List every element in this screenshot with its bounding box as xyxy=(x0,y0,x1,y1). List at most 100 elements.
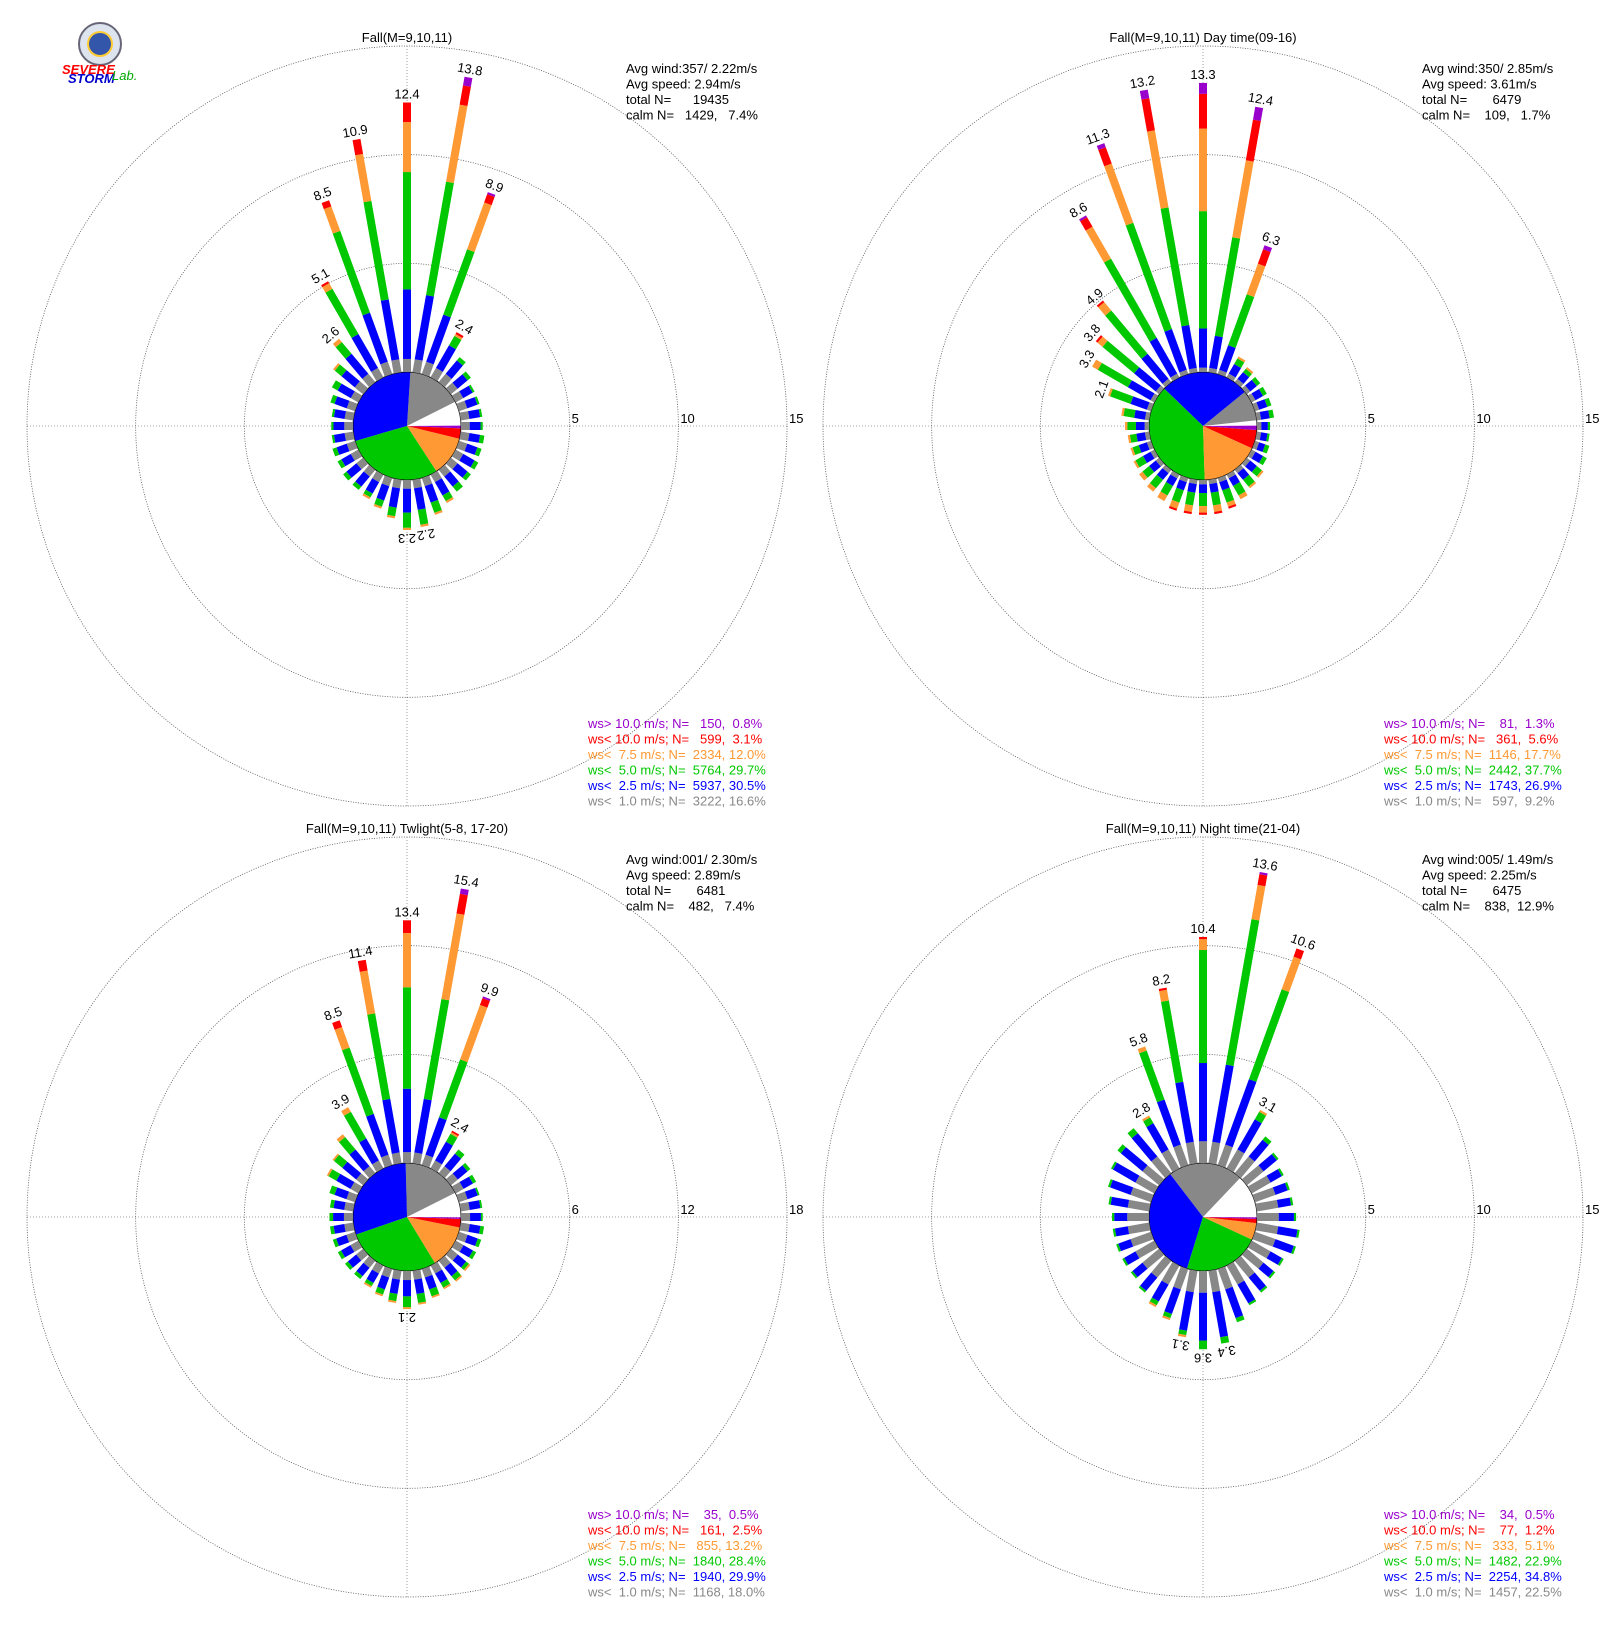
bar-segment xyxy=(1251,377,1261,386)
bar-segment xyxy=(1147,130,1169,209)
bar-segment xyxy=(346,463,362,478)
bar-segment xyxy=(338,1136,356,1155)
bar-segment xyxy=(387,506,397,517)
bar-segment xyxy=(414,1278,425,1295)
bar-segment xyxy=(431,1293,440,1299)
bar-segment xyxy=(484,194,495,206)
bar-segment xyxy=(392,478,402,489)
bar-segment xyxy=(459,431,470,441)
bar-segment xyxy=(424,483,439,503)
bar-segment xyxy=(359,1138,379,1165)
bar-segment xyxy=(1255,411,1262,421)
bar-segment xyxy=(1241,457,1251,467)
bar-segment xyxy=(1184,504,1194,512)
bar-segment xyxy=(334,396,350,409)
bar-segment xyxy=(1135,1240,1159,1259)
bar-segment xyxy=(372,470,384,483)
legend-entry: ws< 5.0 m/s; N= 1482, 22.9% xyxy=(1383,1554,1562,1569)
r-tick-label: 18 xyxy=(789,1202,803,1217)
bar-segment xyxy=(1129,433,1138,443)
bar-segment xyxy=(1176,479,1187,491)
legend-entry: ws< 2.5 m/s; N= 2254, 34.8% xyxy=(1383,1569,1562,1584)
bar-segment xyxy=(420,523,429,527)
bar-segment xyxy=(1226,499,1236,507)
bar-segment xyxy=(1217,1266,1233,1290)
bar-segment xyxy=(372,1261,384,1274)
bar-segment xyxy=(1185,491,1196,506)
bar-segment xyxy=(1228,503,1237,509)
bar-segment xyxy=(1228,474,1240,487)
bar-segment xyxy=(1199,367,1207,372)
bar-segment xyxy=(1095,335,1103,343)
bar-segment xyxy=(388,1299,397,1303)
bar-segment xyxy=(363,464,376,477)
bar-segment xyxy=(344,411,355,421)
bar-segment xyxy=(1262,444,1270,454)
bar-segment xyxy=(1164,1286,1181,1315)
bar-segment xyxy=(452,481,463,492)
stats-text: calm N= 109, 1.7% xyxy=(1422,108,1551,123)
bar-segment xyxy=(1248,1139,1269,1162)
bar-segment xyxy=(1199,1292,1207,1341)
r-tick-label: 10 xyxy=(1476,411,1490,426)
pie-slice xyxy=(1203,391,1257,426)
bar-segment xyxy=(462,471,471,481)
bar-segment xyxy=(1199,1271,1207,1293)
bar-segment xyxy=(1247,449,1256,459)
bar-segment xyxy=(1225,1286,1244,1319)
pie-slice xyxy=(1203,426,1253,480)
bar-segment xyxy=(1257,249,1271,267)
bar-segment xyxy=(1170,373,1180,382)
bar-segment xyxy=(1261,422,1268,430)
legend-entry: ws< 2.5 m/s; N= 5937, 30.5% xyxy=(587,778,766,793)
bar-segment xyxy=(1212,1290,1229,1338)
bar-segment xyxy=(363,489,373,498)
bar-segment xyxy=(1097,362,1132,388)
stats-text: total N= 6475 xyxy=(1422,883,1521,898)
bar-segment xyxy=(359,970,376,1015)
pie-slice xyxy=(352,1163,407,1235)
bar-segment xyxy=(1212,1064,1234,1144)
bar-segment xyxy=(403,172,411,290)
legend-entry: ws> 10.0 m/s; N= 81, 1.3% xyxy=(1383,716,1555,731)
bar-segment xyxy=(352,138,364,156)
bar-segment xyxy=(332,447,340,457)
bar-segment xyxy=(337,459,346,469)
bar-segment xyxy=(479,998,490,1008)
bar-segment xyxy=(321,200,332,210)
bar-segment xyxy=(354,381,369,395)
bar-segment xyxy=(421,475,433,487)
legend-entry: ws< 7.5 m/s; N= 333, 5.1% xyxy=(1383,1538,1555,1553)
bar-segment xyxy=(459,85,471,106)
wind-rose: Fall(M=9,10,11)5 10 1512.413.88.92.42.22.3… xyxy=(26,30,803,809)
bar-segment xyxy=(403,488,411,513)
bar-segment xyxy=(425,1117,447,1158)
legend-entry: ws< 1.0 m/s; N= 3222, 16.6% xyxy=(587,794,766,809)
bar-segment xyxy=(344,431,355,441)
bar-segment xyxy=(454,333,463,340)
r-tick-label: 5 xyxy=(1368,1202,1375,1217)
bar-label: 6.3 xyxy=(1260,228,1282,248)
bar-segment xyxy=(1266,1251,1282,1265)
bar-segment xyxy=(1188,367,1198,374)
bar-segment xyxy=(342,1047,374,1117)
bar-segment xyxy=(334,1187,350,1200)
bar-segment xyxy=(464,1187,478,1200)
bar-segment xyxy=(345,1261,353,1270)
bar-segment xyxy=(1226,1149,1245,1173)
legend-entry: ws< 7.5 m/s; N= 855, 13.2% xyxy=(587,1538,763,1553)
r-tick-label: 15 xyxy=(1585,1202,1599,1217)
bar-segment xyxy=(1199,1063,1207,1142)
bar-segment xyxy=(1248,989,1290,1082)
bar-segment xyxy=(456,1191,468,1203)
bar-segment xyxy=(418,1301,427,1305)
bar-segment xyxy=(1267,422,1271,430)
bar-segment xyxy=(464,397,478,409)
bar-segment xyxy=(1179,1290,1194,1331)
bar-segment xyxy=(1245,119,1261,162)
bar-segment xyxy=(474,396,480,405)
bar-segment xyxy=(343,471,352,481)
bar-segment xyxy=(1256,399,1268,410)
bar-segment xyxy=(350,1240,363,1252)
bar-segment xyxy=(321,281,330,288)
